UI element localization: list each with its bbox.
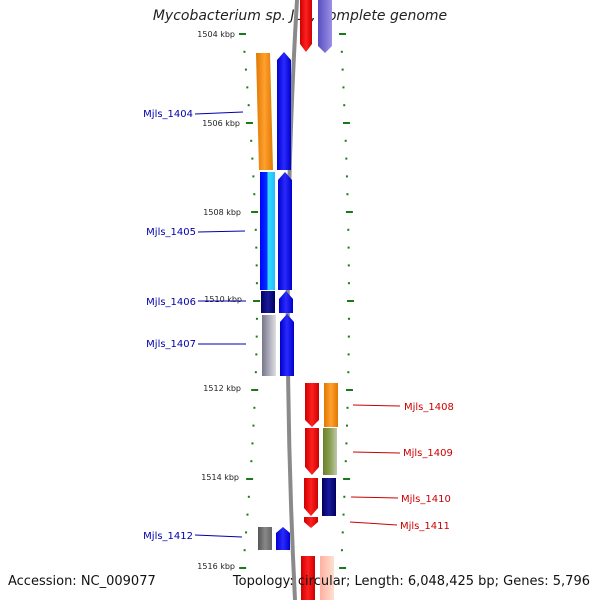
tick-label-1516: 1516 kbp [197,562,235,571]
gene-label-Mjls_1409[interactable]: Mjls_1409 [403,448,453,459]
gene-Mjls_1412-feature[interactable] [258,527,290,550]
feature-bottom-reverse[interactable] [301,556,334,600]
axis-tick-labels: 1504 kbp 1506 kbp 1508 kbp 1510 kbp 1512… [197,30,242,571]
gene-Mjls_1405-feature[interactable] [260,172,292,290]
gene-Mjls_1407-feature[interactable] [262,314,294,376]
axis-tick-marks [239,33,354,569]
tick-label-1504: 1504 kbp [197,30,235,39]
gene-Mjls_1408-feature[interactable] [305,383,338,427]
gene-Mjls_1406-feature[interactable] [261,291,293,313]
accession-text: Accession: NC_009077 [8,574,156,589]
gene-label-Mjls_1411[interactable]: Mjls_1411 [400,521,450,532]
genome-summary-text: Topology: circular; Length: 6,048,425 bp… [232,574,590,589]
gene-Mjls_1409-feature[interactable] [305,428,337,475]
gene-Mjls_1404-feature[interactable] [256,52,291,170]
gene-label-Mjls_1406[interactable]: Mjls_1406 [146,297,196,308]
gene-label-Mjls_1405[interactable]: Mjls_1405 [146,227,196,238]
gene-Mjls_1410-feature[interactable] [304,478,336,516]
tick-label-1510: 1510 kbp [204,295,242,304]
gene-label-Mjls_1407[interactable]: Mjls_1407 [146,339,196,350]
tick-label-1514: 1514 kbp [201,473,239,482]
gene-label-Mjls_1408[interactable]: Mjls_1408 [404,402,454,413]
gene-Mjls_1411-feature[interactable] [304,517,318,528]
tick-label-1506: 1506 kbp [202,119,240,128]
tick-label-1512: 1512 kbp [203,384,241,393]
gene-leader-lines [194,111,401,538]
gene-label-Mjls_1412[interactable]: Mjls_1412 [143,531,193,542]
gene-label-Mjls_1404[interactable]: Mjls_1404 [143,109,193,120]
feature-top-reverse[interactable] [300,0,312,52]
gene-label-Mjls_1410[interactable]: Mjls_1410 [401,494,451,505]
tick-label-1508: 1508 kbp [203,208,241,217]
gene-labels: Mjls_1404 Mjls_1405 Mjls_1406 Mjls_1407 … [143,109,454,542]
feature-top-reverse-cog[interactable] [318,0,332,53]
map-title: Mycobacterium sp. JLS, complete genome [152,8,448,24]
